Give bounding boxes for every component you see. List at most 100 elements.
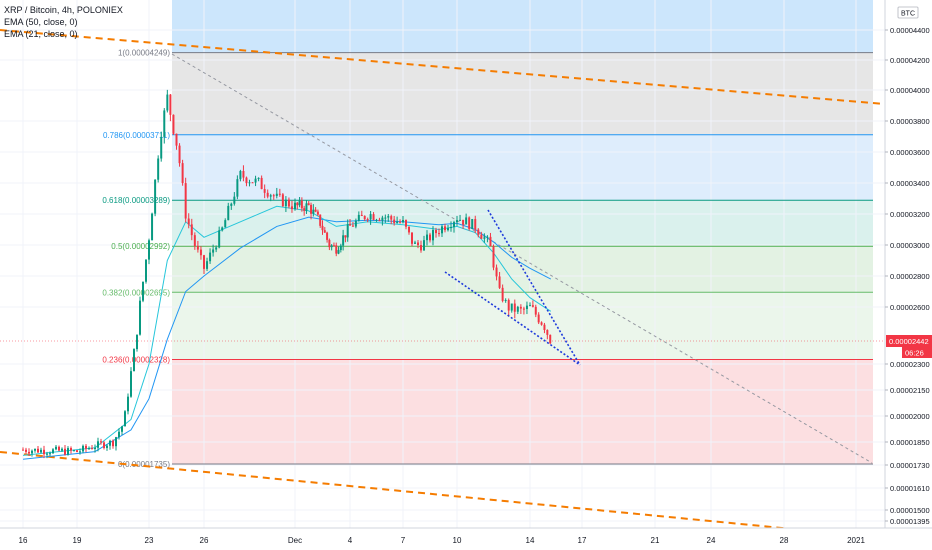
candle-body-166: [504, 299, 507, 301]
fib-label-2: 0.618(0.00003289): [102, 196, 170, 205]
candle-body-162: [492, 246, 495, 268]
candle-body-82: [269, 195, 272, 197]
candle-body-61: [206, 261, 209, 269]
price-tick-label-9: 0.00002600: [890, 303, 930, 312]
candle-body-106: [330, 245, 333, 248]
candle-body-102: [321, 225, 324, 231]
candle-body-25: [97, 441, 99, 448]
price-tick-label-3: 0.00003800: [890, 117, 930, 126]
time-tick-label-5: 4: [348, 536, 353, 545]
last-price-label: 0.00002442: [889, 337, 929, 346]
candle-body-152: [462, 219, 465, 225]
candle-body-88: [287, 199, 290, 207]
candle-body-93: [300, 200, 303, 209]
candle-body-91: [296, 202, 299, 206]
price-tick-label-14: 0.00001730: [890, 461, 930, 470]
candle-body-95: [305, 203, 308, 211]
last-price-tag: [886, 335, 932, 347]
time-tick-label-8: 14: [526, 536, 535, 545]
candle-body-0: [22, 449, 24, 451]
candle-body-12: [58, 446, 60, 451]
candle-body-69: [230, 203, 233, 206]
candle-body-55: [187, 218, 190, 225]
price-tick-label-17: 0.00001395: [890, 517, 930, 526]
candle-body-4: [34, 448, 36, 451]
fib-zone-5: [172, 359, 873, 465]
trendline-lower: [0, 451, 886, 539]
candle-body-49: [169, 94, 172, 115]
fib-zone-1: [172, 134, 873, 201]
candle-body-2: [28, 451, 30, 454]
candle-body-126: [384, 217, 387, 219]
indicator-ema50[interactable]: EMA (50, close, 0): [4, 17, 78, 27]
candle-body-116: [354, 220, 357, 227]
candle-body-175: [531, 305, 534, 307]
candle-body-145: [441, 226, 443, 234]
candle-body-119: [363, 215, 366, 220]
candle-body-80: [263, 189, 266, 193]
candle-body-146: [444, 226, 446, 231]
time-tick-label-4: Dec: [288, 536, 302, 545]
candle-body-176: [534, 306, 537, 315]
candle-body-85: [278, 193, 281, 195]
price-axis[interactable]: 0.00004400 0.00004200 0.00004000 0.00003800…: [884, 0, 932, 550]
candle-body-16: [70, 448, 72, 451]
candle-body-114: [349, 224, 351, 226]
chart-legend: XRP / Bitcoin, 4h, POLONIEX EMA (50, clo…: [4, 4, 123, 40]
candle-body-1: [25, 449, 27, 452]
candle-body-169: [513, 303, 516, 312]
candle-body-143: [435, 230, 437, 234]
candle-body-40: [142, 281, 144, 301]
candle-body-41: [145, 259, 147, 282]
time-tick-label-10: 21: [651, 536, 660, 545]
fib-zone-2: [172, 200, 873, 247]
candle-body-42: [148, 240, 150, 260]
candle-body-147: [447, 228, 449, 231]
candle-body-134: [408, 226, 410, 233]
candle-body-62: [209, 252, 212, 262]
candle-body-70: [233, 196, 236, 204]
candle-body-124: [378, 219, 381, 221]
falling-wedge: [444, 209, 581, 366]
indicator-ema21[interactable]: EMA (21, close, 0): [4, 29, 78, 39]
candle-body-180: [546, 329, 549, 335]
candle-body-17: [73, 450, 75, 452]
fib-label-6: 0(0.00001735): [118, 460, 170, 469]
candle-body-11: [55, 446, 57, 450]
candle-body-127: [387, 216, 390, 218]
currency-badge: [897, 6, 919, 19]
candle-body-54: [184, 183, 187, 219]
candle-body-7: [43, 449, 45, 455]
candle-body-131: [399, 221, 402, 223]
fib-label-3: 0.5(0.00002992): [111, 242, 170, 251]
candle-body-37: [133, 349, 135, 372]
time-axis[interactable]: 16 19 23 26 Dec 4 7 10 14 17 21 24 28 2021: [0, 527, 932, 550]
candle-body-14: [64, 448, 66, 455]
price-tick-label-5: 0.00003400: [890, 179, 930, 188]
fib-label-4: 0.382(0.00002695): [102, 288, 170, 297]
candle-body-155: [471, 219, 474, 229]
candle-body-79: [260, 177, 263, 190]
candle-body-8: [46, 453, 48, 455]
candle-body-153: [465, 217, 468, 225]
time-tick-label-12: 28: [780, 536, 789, 545]
chart-title: XRP / Bitcoin, 4h, POLONIEX: [4, 5, 123, 15]
candle-body-47: [163, 110, 166, 137]
candle-body-71: [236, 179, 239, 197]
candle-body-77: [254, 178, 257, 183]
candle-body-58: [196, 245, 199, 250]
candle-body-181: [549, 334, 552, 344]
candle-body-22: [88, 448, 90, 450]
price-tick-label-8: 0.00002800: [890, 272, 930, 281]
candle-body-96: [307, 203, 310, 205]
candle-body-32: [118, 431, 120, 438]
time-axis-bg: [0, 528, 932, 550]
currency-label: BTC: [901, 11, 915, 18]
candle-body-101: [319, 214, 322, 226]
trendline-upper: [0, 29, 886, 105]
time-tick-label-1: 19: [73, 536, 82, 545]
candle-body-118: [360, 214, 363, 216]
candle-body-105: [328, 239, 331, 248]
candle-body-67: [224, 220, 227, 228]
